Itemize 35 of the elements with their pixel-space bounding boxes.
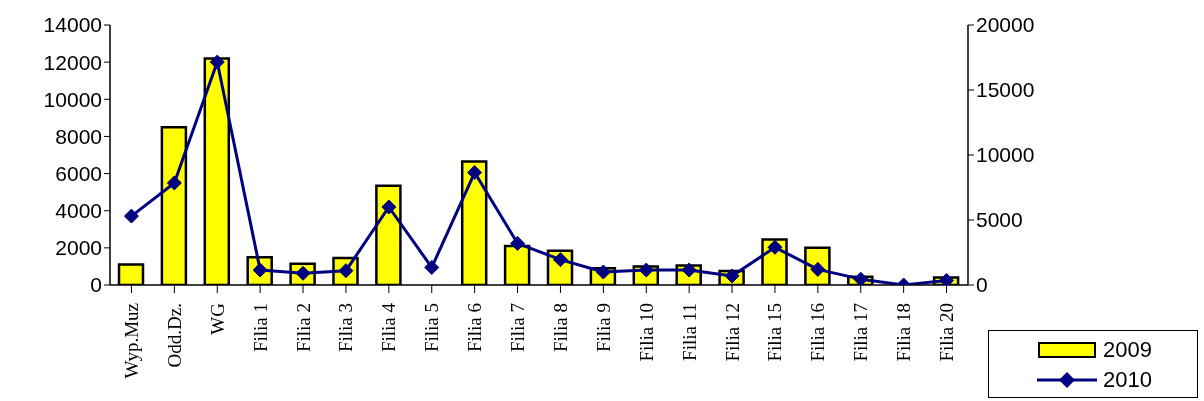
x-tick-label: Filia 1 [249,303,271,353]
y-tick-label: 14000 [43,13,102,37]
x-tick-label: Filia 7 [507,303,529,353]
x-tick-label: Filia 17 [850,303,872,362]
y-tick-label: 2000 [55,236,102,260]
y-tick-label: 8000 [55,124,102,148]
y-tick-label: 6000 [55,162,102,186]
x-tick-label: Filia 18 [893,303,915,362]
y-tick-label: 12000 [43,50,102,74]
y2-tick-label: 5000 [976,208,1023,232]
x-tick-label: WG [206,302,228,335]
y-tick-label: 4000 [55,199,102,223]
x-tick-label: Filia 5 [421,303,443,353]
legend-label: 2009 [1103,337,1152,363]
x-tick-label: Filia 4 [378,302,400,353]
x-tick-label: Filia 8 [549,303,571,353]
x-tick-label: Filia 16 [807,303,829,362]
y2-tick-label: 10000 [976,143,1035,167]
y2-tick-label: 0 [976,273,988,297]
x-tick-label: Filia 20 [936,303,958,362]
x-tick-label: Filia 3 [335,303,357,353]
y-tick-label: 0 [90,273,102,297]
x-tick-label: Filia 6 [464,303,486,353]
y-tick-label: 10000 [43,87,102,111]
x-tick-label: Wyp.Muz [120,303,142,379]
legend-label: 2010 [1103,367,1152,393]
x-tick-label: Odd.Dz. [163,303,185,368]
x-tick-label: Filia 9 [592,303,614,353]
x-tick-label: Filia 2 [292,303,314,353]
y2-tick-label: 15000 [976,78,1035,102]
x-tick-label: Filia 15 [764,303,786,362]
x-tick-label: Filia 11 [678,303,700,361]
x-tick-label: Filia 12 [721,303,743,362]
x-tick-label: Filia 10 [635,303,657,362]
y2-tick-label: 20000 [976,13,1035,37]
